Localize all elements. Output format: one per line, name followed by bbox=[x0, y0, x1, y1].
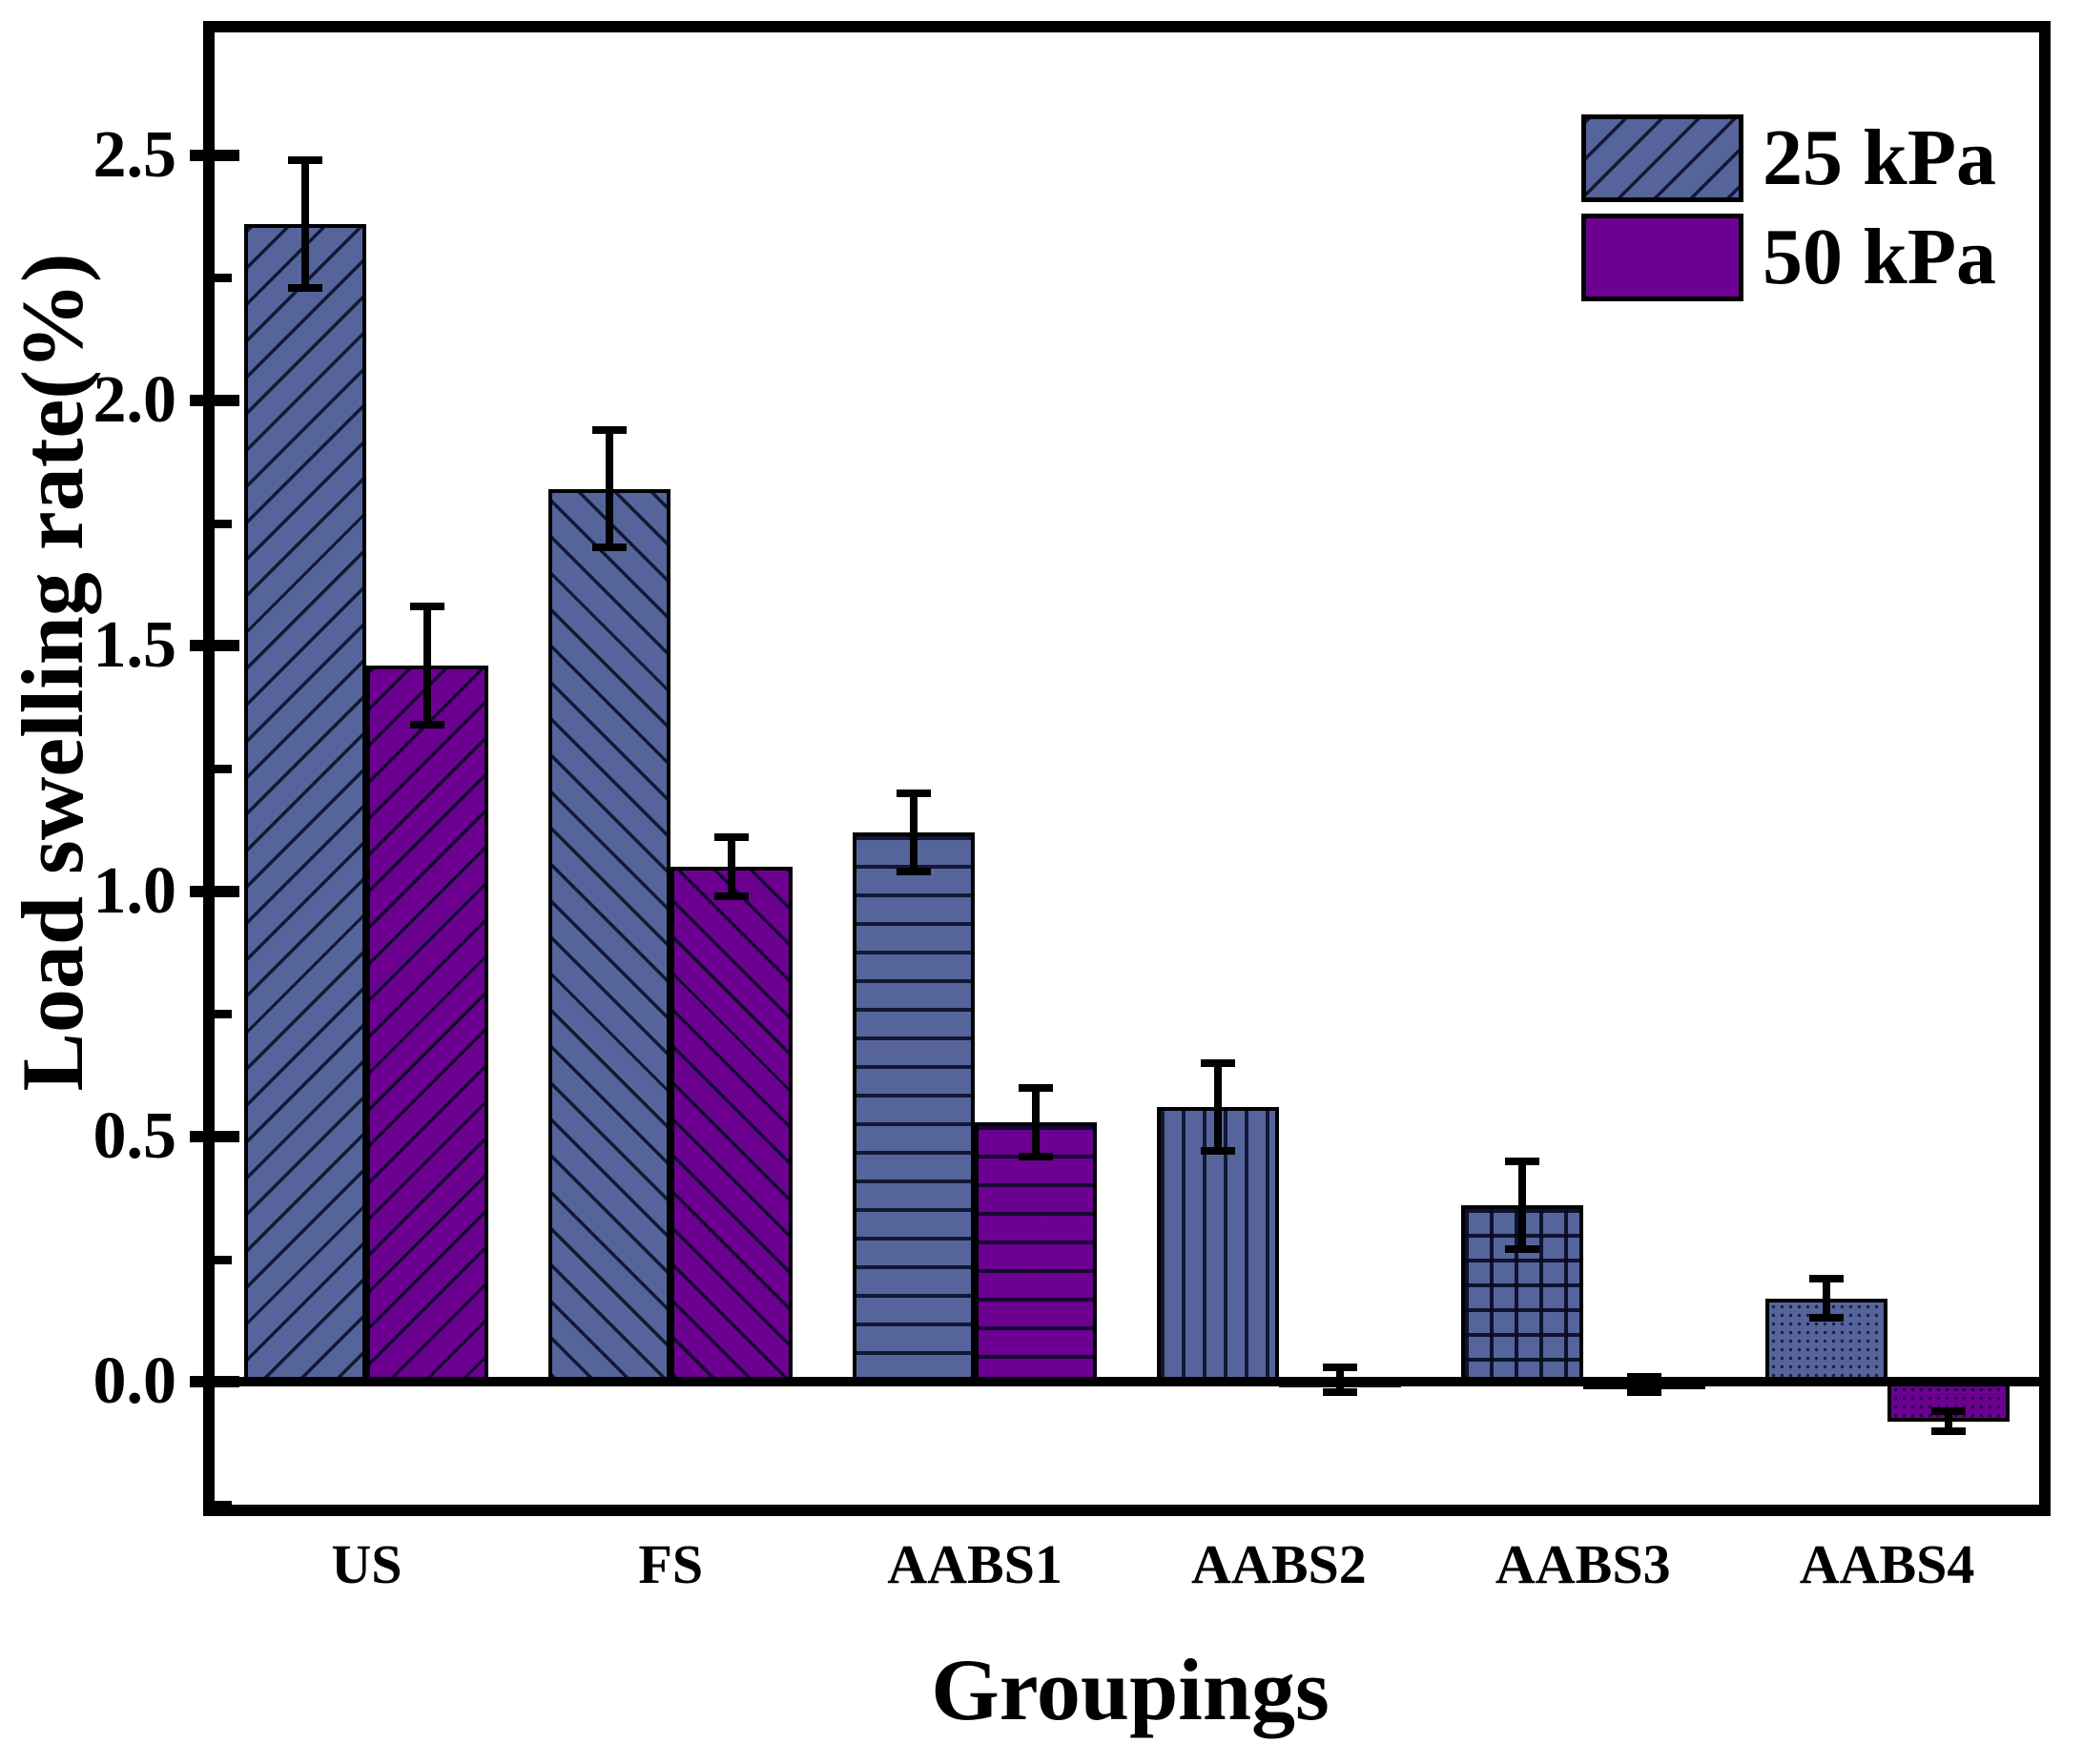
y-minor-tick-1.25 bbox=[215, 765, 232, 773]
bar-FS-25kPa bbox=[548, 488, 671, 1383]
bar-AABS1-25kPa bbox=[853, 831, 976, 1383]
zero-line bbox=[215, 1377, 2039, 1387]
error-bar-FS-50kPa-cap-top bbox=[714, 833, 750, 842]
error-bar-FS-25kPa-cap-bottom bbox=[592, 544, 628, 552]
error-bar-AABS3-25kPa-cap-bottom bbox=[1504, 1245, 1539, 1254]
error-bar-AABS4-25kPa-stem bbox=[1822, 1279, 1830, 1319]
x-category-label-US: US bbox=[331, 1533, 402, 1595]
y-major-tick-inner-1.5 bbox=[215, 640, 239, 652]
error-bar-AABS2-25kPa-cap-top bbox=[1200, 1058, 1235, 1067]
legend-swatch-25kpa bbox=[1581, 114, 1743, 202]
y-major-tick-inner-1.0 bbox=[215, 885, 239, 897]
error-bar-AABS4-25kPa-cap-top bbox=[1808, 1275, 1844, 1283]
error-bar-FS-50kPa-cap-bottom bbox=[714, 892, 750, 900]
error-bar-FS-50kPa-stem bbox=[728, 837, 736, 896]
error-bar-AABS2-25kPa-stem bbox=[1213, 1062, 1222, 1152]
error-bar-FS-25kPa-cap-top bbox=[592, 425, 628, 434]
y-minor-tick-0.25 bbox=[215, 1255, 232, 1264]
error-bar-US-50kPa-cap-top bbox=[410, 603, 445, 611]
error-bar-AABS1-25kPa-cap-top bbox=[897, 789, 932, 797]
error-bar-AABS3-25kPa-cap-top bbox=[1504, 1157, 1539, 1165]
y-major-tick-outer-1.5 bbox=[190, 640, 203, 652]
error-bar-FS-25kPa-stem bbox=[606, 429, 614, 548]
error-bar-US-25kPa-cap-bottom bbox=[288, 283, 323, 292]
y-major-tick-outer-2.0 bbox=[190, 395, 203, 406]
error-bar-AABS1-50kPa-cap-bottom bbox=[1019, 1152, 1054, 1160]
y-tick-label-2.5: 2.5 bbox=[93, 117, 177, 192]
x-category-label-FS: FS bbox=[638, 1533, 704, 1595]
y-minor-tick--0.25 bbox=[215, 1501, 232, 1509]
y-tick-label-1.0: 1.0 bbox=[93, 853, 177, 928]
legend-label-50kpa: 50 kPa bbox=[1763, 213, 1997, 301]
error-bar-AABS2-50kPa-stem bbox=[1335, 1366, 1344, 1392]
x-category-label-AABS1: AABS1 bbox=[887, 1533, 1062, 1595]
error-bar-US-25kPa-cap-top bbox=[288, 155, 323, 164]
y-tick-label-0.5: 0.5 bbox=[93, 1099, 177, 1173]
error-bar-US-25kPa-stem bbox=[301, 159, 310, 288]
y-major-tick-outer-2.5 bbox=[190, 149, 203, 161]
x-category-label-AABS3: AABS3 bbox=[1495, 1533, 1671, 1595]
y-major-tick-inner-2.0 bbox=[215, 395, 239, 406]
error-bar-AABS2-25kPa-cap-bottom bbox=[1200, 1147, 1235, 1156]
error-bar-AABS3-25kPa-stem bbox=[1517, 1160, 1526, 1250]
bar-AABS1-50kPa bbox=[975, 1121, 1098, 1383]
legend-swatch-50kpa bbox=[1581, 214, 1743, 301]
y-minor-tick-0.75 bbox=[215, 1010, 232, 1019]
error-bar-AABS3-50kPa-stem bbox=[1640, 1377, 1648, 1392]
x-category-label-AABS4: AABS4 bbox=[1799, 1533, 1975, 1595]
error-bar-AABS3-50kPa-cap-bottom bbox=[1626, 1387, 1661, 1396]
error-bar-AABS4-50kPa-cap-top bbox=[1930, 1407, 1966, 1416]
error-bar-AABS4-50kPa-cap-bottom bbox=[1930, 1426, 1966, 1435]
y-tick-label-0.0: 0.0 bbox=[93, 1344, 177, 1419]
error-bar-AABS1-25kPa-stem bbox=[910, 792, 918, 872]
error-bar-US-50kPa-stem bbox=[423, 606, 432, 725]
bar-US-50kPa bbox=[366, 665, 489, 1383]
error-bar-AABS2-50kPa-cap-top bbox=[1322, 1363, 1357, 1371]
x-axis-title: Groupings bbox=[931, 1641, 1330, 1738]
y-minor-tick-1.75 bbox=[215, 519, 232, 528]
y-major-tick-inner-2.5 bbox=[215, 149, 239, 161]
plot-area bbox=[203, 21, 2051, 1516]
y-minor-tick-2.25 bbox=[215, 274, 232, 283]
error-bar-AABS2-50kPa-cap-bottom bbox=[1322, 1387, 1357, 1396]
x-category-label-AABS2: AABS2 bbox=[1191, 1533, 1367, 1595]
bar-US-25kPa bbox=[244, 223, 367, 1383]
error-bar-AABS3-50kPa-cap-top bbox=[1626, 1373, 1661, 1382]
error-bar-US-50kPa-cap-bottom bbox=[410, 720, 445, 728]
error-bar-AABS4-50kPa-stem bbox=[1944, 1411, 1952, 1431]
y-major-tick-outer-0.5 bbox=[190, 1131, 203, 1142]
bar-FS-50kPa bbox=[670, 866, 794, 1383]
y-major-tick-inner-0.5 bbox=[215, 1131, 239, 1142]
error-bar-AABS1-50kPa-stem bbox=[1032, 1087, 1041, 1157]
error-bar-AABS1-50kPa-cap-top bbox=[1019, 1083, 1054, 1092]
y-major-tick-outer-1.0 bbox=[190, 885, 203, 897]
error-bar-AABS4-25kPa-cap-bottom bbox=[1808, 1314, 1844, 1323]
error-bar-AABS1-25kPa-cap-bottom bbox=[897, 868, 932, 876]
y-major-tick-outer-0.0 bbox=[190, 1376, 203, 1388]
y-tick-label-2.0: 2.0 bbox=[93, 363, 177, 437]
y-tick-label-1.5: 1.5 bbox=[93, 608, 177, 683]
legend-label-25kpa: 25 kPa bbox=[1763, 113, 1997, 202]
